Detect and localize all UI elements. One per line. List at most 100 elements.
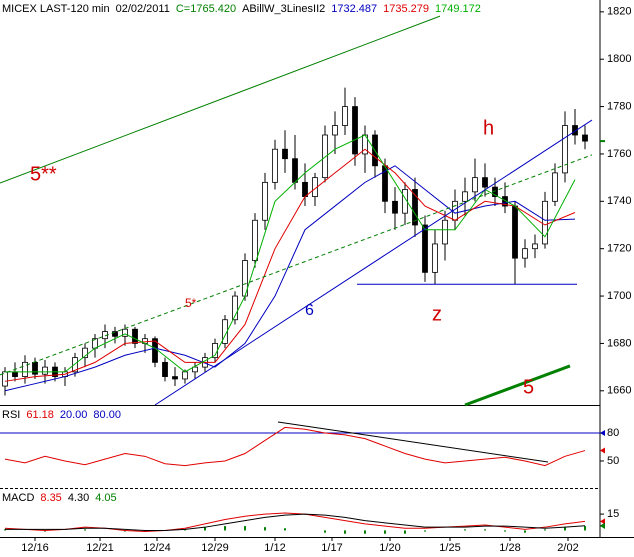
x-tick-label: 1/25	[439, 542, 460, 554]
trend-line	[154, 119, 593, 406]
moving-average	[4, 165, 576, 392]
candle-body	[182, 371, 188, 380]
candle-body	[162, 361, 168, 377]
header-item: ABillW_3LinesII2	[242, 3, 325, 15]
candle-body	[232, 295, 238, 321]
y-tick-label: 1680	[607, 337, 631, 349]
candle-body	[432, 243, 438, 273]
candle-body	[352, 106, 358, 155]
candle-body	[322, 134, 328, 179]
header-item: 4.05	[95, 492, 116, 504]
header-item: RSI	[2, 409, 20, 421]
candle-body	[82, 347, 88, 359]
candle-body	[472, 177, 478, 193]
candle-body	[392, 200, 398, 214]
x-tick-label: 2/02	[557, 542, 578, 554]
header-item: 1732.487	[331, 3, 377, 15]
y-tick-label: 1720	[607, 243, 631, 255]
header-item: MICEX LAST-120 min	[2, 3, 110, 15]
candle-body	[462, 191, 468, 202]
x-tick-label: 12/29	[201, 542, 229, 554]
y-tick-label: 1740	[607, 195, 631, 207]
candle-body	[512, 205, 518, 259]
candle-body	[302, 181, 308, 197]
candle-body	[72, 357, 78, 373]
value-marker	[600, 523, 605, 530]
candle-body	[442, 219, 448, 245]
header-item: 8.35	[40, 492, 61, 504]
candle-body	[502, 196, 508, 207]
annotation: 5**	[30, 163, 57, 185]
candle-body	[122, 328, 128, 337]
x-tick-label: 1/28	[499, 542, 520, 554]
candle-body	[292, 158, 298, 183]
candle-body	[532, 243, 538, 250]
y-tick-label: 80	[607, 427, 619, 439]
y-tick-label: 1820	[607, 6, 631, 18]
trend-line	[0, 154, 593, 376]
candle-body	[262, 181, 268, 221]
y-tick-label: 15	[607, 508, 619, 520]
panel-header: MACD 8.35 4.30 4.05	[2, 492, 117, 504]
annotation: h	[483, 117, 494, 139]
y-tick-label: 1660	[607, 385, 631, 397]
x-tick-label: 1/20	[379, 542, 400, 554]
candle-body	[272, 148, 278, 183]
candle-body	[422, 224, 428, 273]
candle-body	[342, 106, 348, 126]
candle-body	[542, 200, 548, 245]
candle-body	[12, 371, 18, 377]
candle-body	[132, 328, 138, 344]
annotation: z	[432, 303, 442, 325]
header-item: 1749.172	[435, 3, 481, 15]
y-tick-label: 1780	[607, 100, 631, 112]
moving-average	[4, 148, 576, 382]
y-tick-label: 50	[607, 455, 619, 467]
header-item: 20.00	[60, 409, 88, 421]
value-marker	[600, 447, 605, 454]
candle-body	[412, 189, 418, 226]
header-item: 1735.279	[383, 3, 429, 15]
candle-body	[32, 361, 38, 375]
x-tick-label: 12/24	[143, 542, 171, 554]
value-marker	[600, 518, 605, 525]
candle-body	[482, 177, 488, 188]
panel-header: MICEX LAST-120 min 02/02/2011 C=1765.420 AB…	[2, 3, 481, 15]
candle-body	[22, 361, 28, 377]
header-item: 80.00	[93, 409, 121, 421]
x-tick-label: 1/17	[321, 542, 342, 554]
annotation: 6	[305, 302, 314, 319]
header-item: 61.18	[26, 409, 54, 421]
trend-line	[0, 15, 441, 184]
trend-line	[464, 364, 571, 407]
header-item: 4.30	[68, 492, 89, 504]
candle-body	[562, 125, 568, 174]
y-tick-label: 1700	[607, 290, 631, 302]
candle-body	[552, 172, 558, 202]
x-tick-label: 12/21	[86, 542, 114, 554]
candle-body	[332, 125, 338, 136]
annotation: 5	[523, 376, 534, 398]
candle-body	[112, 331, 118, 337]
candle-body	[522, 248, 528, 259]
header-item: C=1765.420	[176, 3, 236, 15]
panel-header: RSI 61.18 20.00 80.00	[2, 409, 121, 421]
candle-body	[282, 148, 288, 160]
header-item: 02/02/2011	[116, 3, 170, 15]
y-tick-label: 1760	[607, 148, 631, 160]
trend-line	[277, 421, 549, 463]
x-tick-label: 12/16	[21, 542, 49, 554]
x-tick-label: 1/12	[264, 542, 285, 554]
candle-body	[192, 366, 198, 373]
candle-body	[42, 366, 48, 375]
candle-body	[172, 376, 178, 380]
value-marker	[600, 430, 605, 437]
indicator-line	[4, 426, 586, 467]
candle-body	[572, 125, 578, 136]
header-item: MACD	[2, 492, 34, 504]
annotation: 5*	[185, 296, 197, 310]
y-tick-label: 1800	[607, 53, 631, 65]
candle-body	[582, 134, 588, 142]
